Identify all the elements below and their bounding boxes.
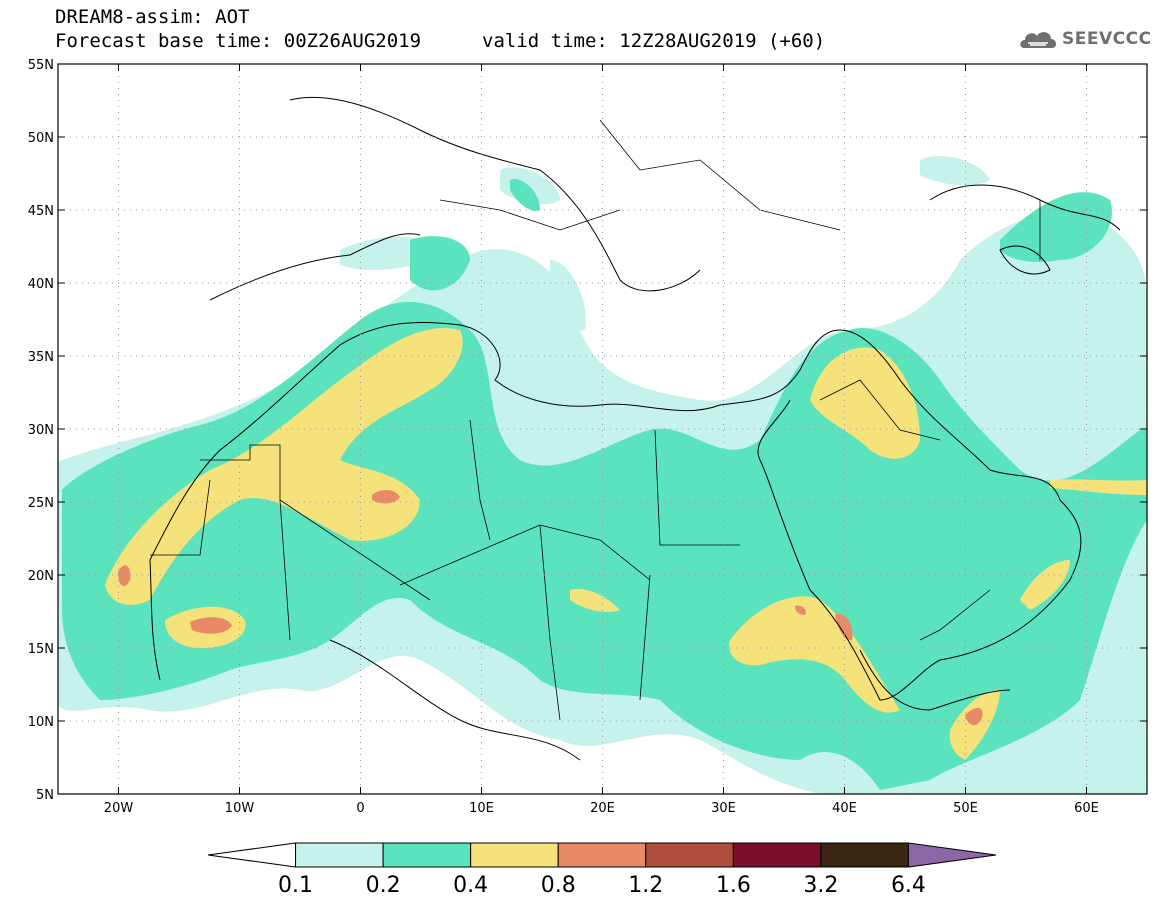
coastlines (149, 96, 1121, 761)
lon-tick-label: 30E (711, 801, 736, 816)
lat-tick-label: 15N (28, 642, 54, 657)
longitude-labels: 20W 10W 0 10E 20E 30E 40E 50E 60E (104, 801, 1099, 816)
lat-tick-label: 5N (36, 788, 54, 803)
lat-tick-label: 30N (28, 423, 54, 438)
country-borders (150, 119, 1041, 721)
lon-tick-label: 50E (953, 801, 978, 816)
forecast-base-time: Forecast base time: 00Z26AUG2019 (55, 30, 422, 52)
colorbar-bin (295, 842, 384, 868)
latitude-labels: 5N 10N 15N 20N 25N 30N 35N 40N 45N 50N 55N (28, 58, 54, 803)
lat-tick-label: 10N (28, 715, 54, 730)
colorbar-upper-triangle (907, 842, 997, 868)
colorbar-label: 1.2 (628, 873, 663, 898)
colorbar-label: 0.8 (541, 873, 576, 898)
lon-tick-label: 10E (469, 801, 494, 816)
axis-ticks (58, 63, 1147, 795)
valid-time: valid time: 12Z28AUG2019 (+60) (482, 30, 826, 52)
lon-tick-label: 20E (590, 801, 615, 816)
colorbar-label: 0.4 (453, 873, 488, 898)
lat-tick-label: 20N (28, 569, 54, 584)
lat-tick-label: 45N (28, 204, 54, 219)
cloud-icon (1020, 32, 1057, 48)
colorbar-label: 3.2 (803, 873, 838, 898)
lon-tick-label: 60E (1074, 801, 1099, 816)
colorbar-bin (557, 842, 647, 868)
lon-tick-label: 40E (832, 801, 857, 816)
colorbar-lower-triangle (207, 842, 297, 868)
lat-tick-label: 55N (28, 58, 54, 73)
lon-tick-label: 10W (225, 801, 255, 816)
colorbar-label: 1.6 (716, 873, 751, 898)
lat-tick-label: 25N (28, 496, 54, 511)
colorbar-bin (382, 842, 472, 868)
lon-tick-label: 0 (356, 801, 364, 816)
lon-tick-label: 20W (104, 801, 134, 816)
colorbar-bin (645, 842, 734, 868)
colorbar-bin (732, 842, 822, 868)
colorbar-bin (820, 842, 909, 868)
seevccc-logo: SEEVCCC (1062, 29, 1152, 49)
lat-tick-label: 35N (28, 350, 54, 365)
lat-tick-label: 50N (28, 131, 54, 146)
colorbar-label: 6.4 (891, 873, 926, 898)
aot-level-0-4 (105, 328, 1147, 760)
colorbar-label: 0.1 (278, 873, 313, 898)
colorbar-bin (470, 842, 559, 868)
aot-level-0-8 (118, 489, 983, 726)
map-title: DREAM8-assim: AOT (55, 6, 250, 28)
colorbar-label: 0.2 (366, 873, 401, 898)
aot-field (58, 156, 1147, 794)
lat-tick-label: 40N (28, 277, 54, 292)
